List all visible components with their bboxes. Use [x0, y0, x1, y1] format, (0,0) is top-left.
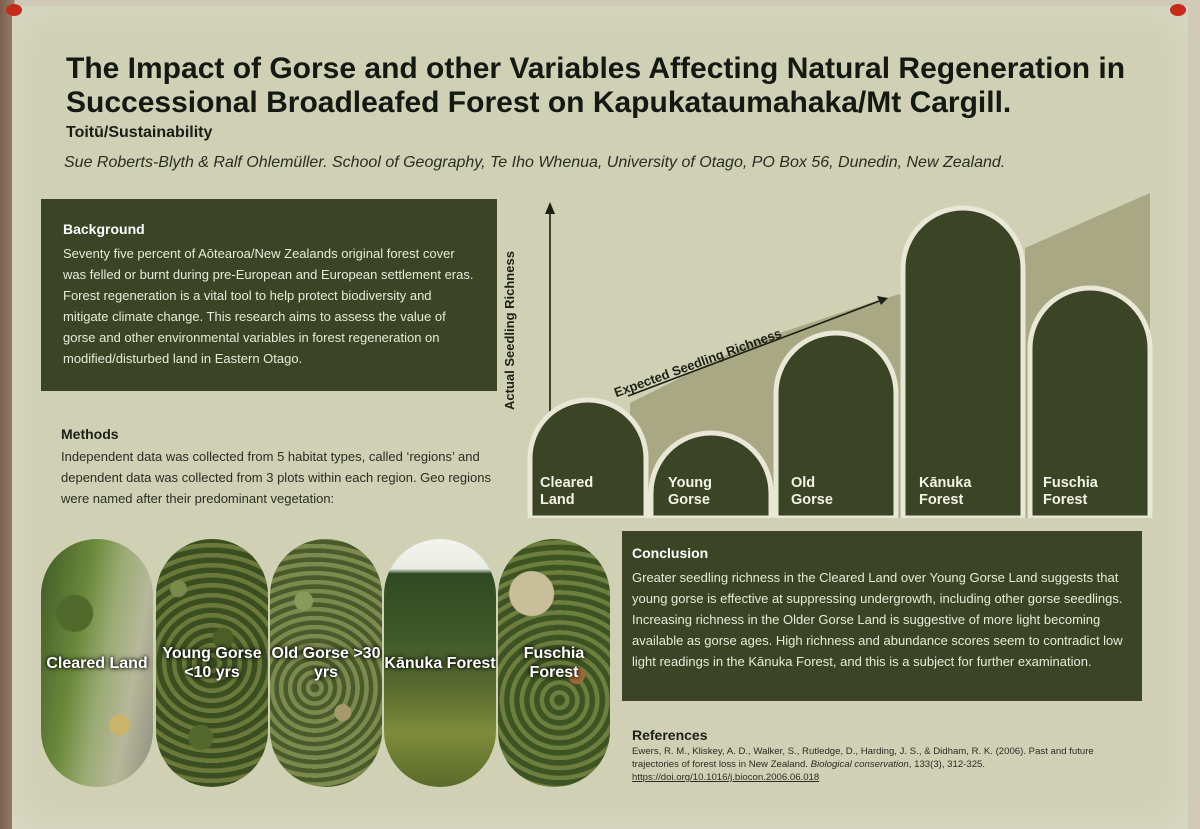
- photo-label-kanuka-forest: Kānuka Forest: [384, 654, 496, 672]
- bar-label-cleared-land: Cleared Land: [540, 475, 594, 508]
- conclusion-heading: Conclusion: [632, 545, 709, 561]
- expected-richness-arrow-line: [627, 299, 883, 397]
- photo-label-old-gorse: Old Gorse >30 yrs: [271, 645, 381, 681]
- reference-journal: Biological conservation: [810, 759, 909, 770]
- y-axis-label: Actual Seedling Richness: [502, 251, 517, 410]
- bar-young-gorse: [648, 430, 774, 518]
- left-pushpin-icon: [6, 4, 22, 16]
- photo-fuschia-forest: Fuschia Forest: [498, 539, 610, 787]
- poster-subtitle: Toitū/Sustainability: [66, 124, 213, 141]
- photo-cleared-land: Cleared Land: [41, 539, 153, 787]
- photo-kanuka-forest: Kānuka Forest: [384, 539, 496, 787]
- bar-label-young-gorse: Young Gorse: [668, 475, 713, 508]
- conclusion-section: Conclusion Greater seedling richness in …: [622, 531, 1142, 701]
- reference-authors: Ewers, R. M., Kliskey, A. D., Walker, S.…: [632, 746, 1094, 770]
- right-pushpin-icon: [1170, 4, 1186, 16]
- photo-young-gorse: Young Gorse <10 yrs: [156, 539, 268, 787]
- background-text: Seventy five percent of Aōtearoa/New Zea…: [63, 246, 474, 366]
- y-axis-arrowhead-icon: [545, 202, 555, 214]
- expected-richness-arrowhead-icon: [877, 296, 888, 305]
- reference-entry: Ewers, R. M., Kliskey, A. D., Walker, S.…: [632, 745, 1142, 784]
- bar-fuschia-forest: [1027, 285, 1153, 518]
- photo-label-young-gorse: Young Gorse <10 yrs: [162, 645, 262, 681]
- reference-doi-link[interactable]: https://doi.org/10.1016/j.biocon.2006.06…: [632, 772, 820, 783]
- background-heading: Background: [63, 221, 145, 237]
- references-heading: References: [632, 727, 708, 743]
- photo-label-fuschia-forest: Fuschia Forest: [523, 645, 585, 681]
- photo-old-gorse: Old Gorse >30 yrs: [270, 539, 382, 787]
- poster-authors: Sue Roberts-Blyth & Ralf Ohlemüller. Sch…: [64, 154, 1006, 171]
- methods-heading: Methods: [61, 426, 119, 442]
- conclusion-text: Greater seedling richness in the Cleared…: [632, 570, 1123, 669]
- methods-text: Independent data was collected from 5 ha…: [61, 449, 491, 506]
- reference-volume: , 133(3), 312-325.: [908, 759, 986, 770]
- poster-title: The Impact of Gorse and other Variables …: [66, 52, 1126, 119]
- seedling-richness-diagram: [527, 193, 1153, 518]
- photo-label-cleared-land: Cleared Land: [46, 654, 148, 672]
- bar-cleared-land: [527, 397, 649, 518]
- references-section: References Ewers, R. M., Kliskey, A. D.,…: [632, 727, 1142, 784]
- methods-section: Methods Independent data was collected f…: [61, 426, 501, 509]
- bar-kanuka-forest: [900, 205, 1026, 518]
- bar-old-gorse: [773, 330, 899, 518]
- bar-label-fuschia-forest: Fuschia Forest: [1043, 475, 1098, 508]
- bar-label-old-gorse: Old Gorse: [791, 475, 833, 508]
- background-section: Background Seventy five percent of Aōtea…: [41, 199, 497, 391]
- bar-label-kanuka-forest: Kānuka Forest: [919, 475, 972, 508]
